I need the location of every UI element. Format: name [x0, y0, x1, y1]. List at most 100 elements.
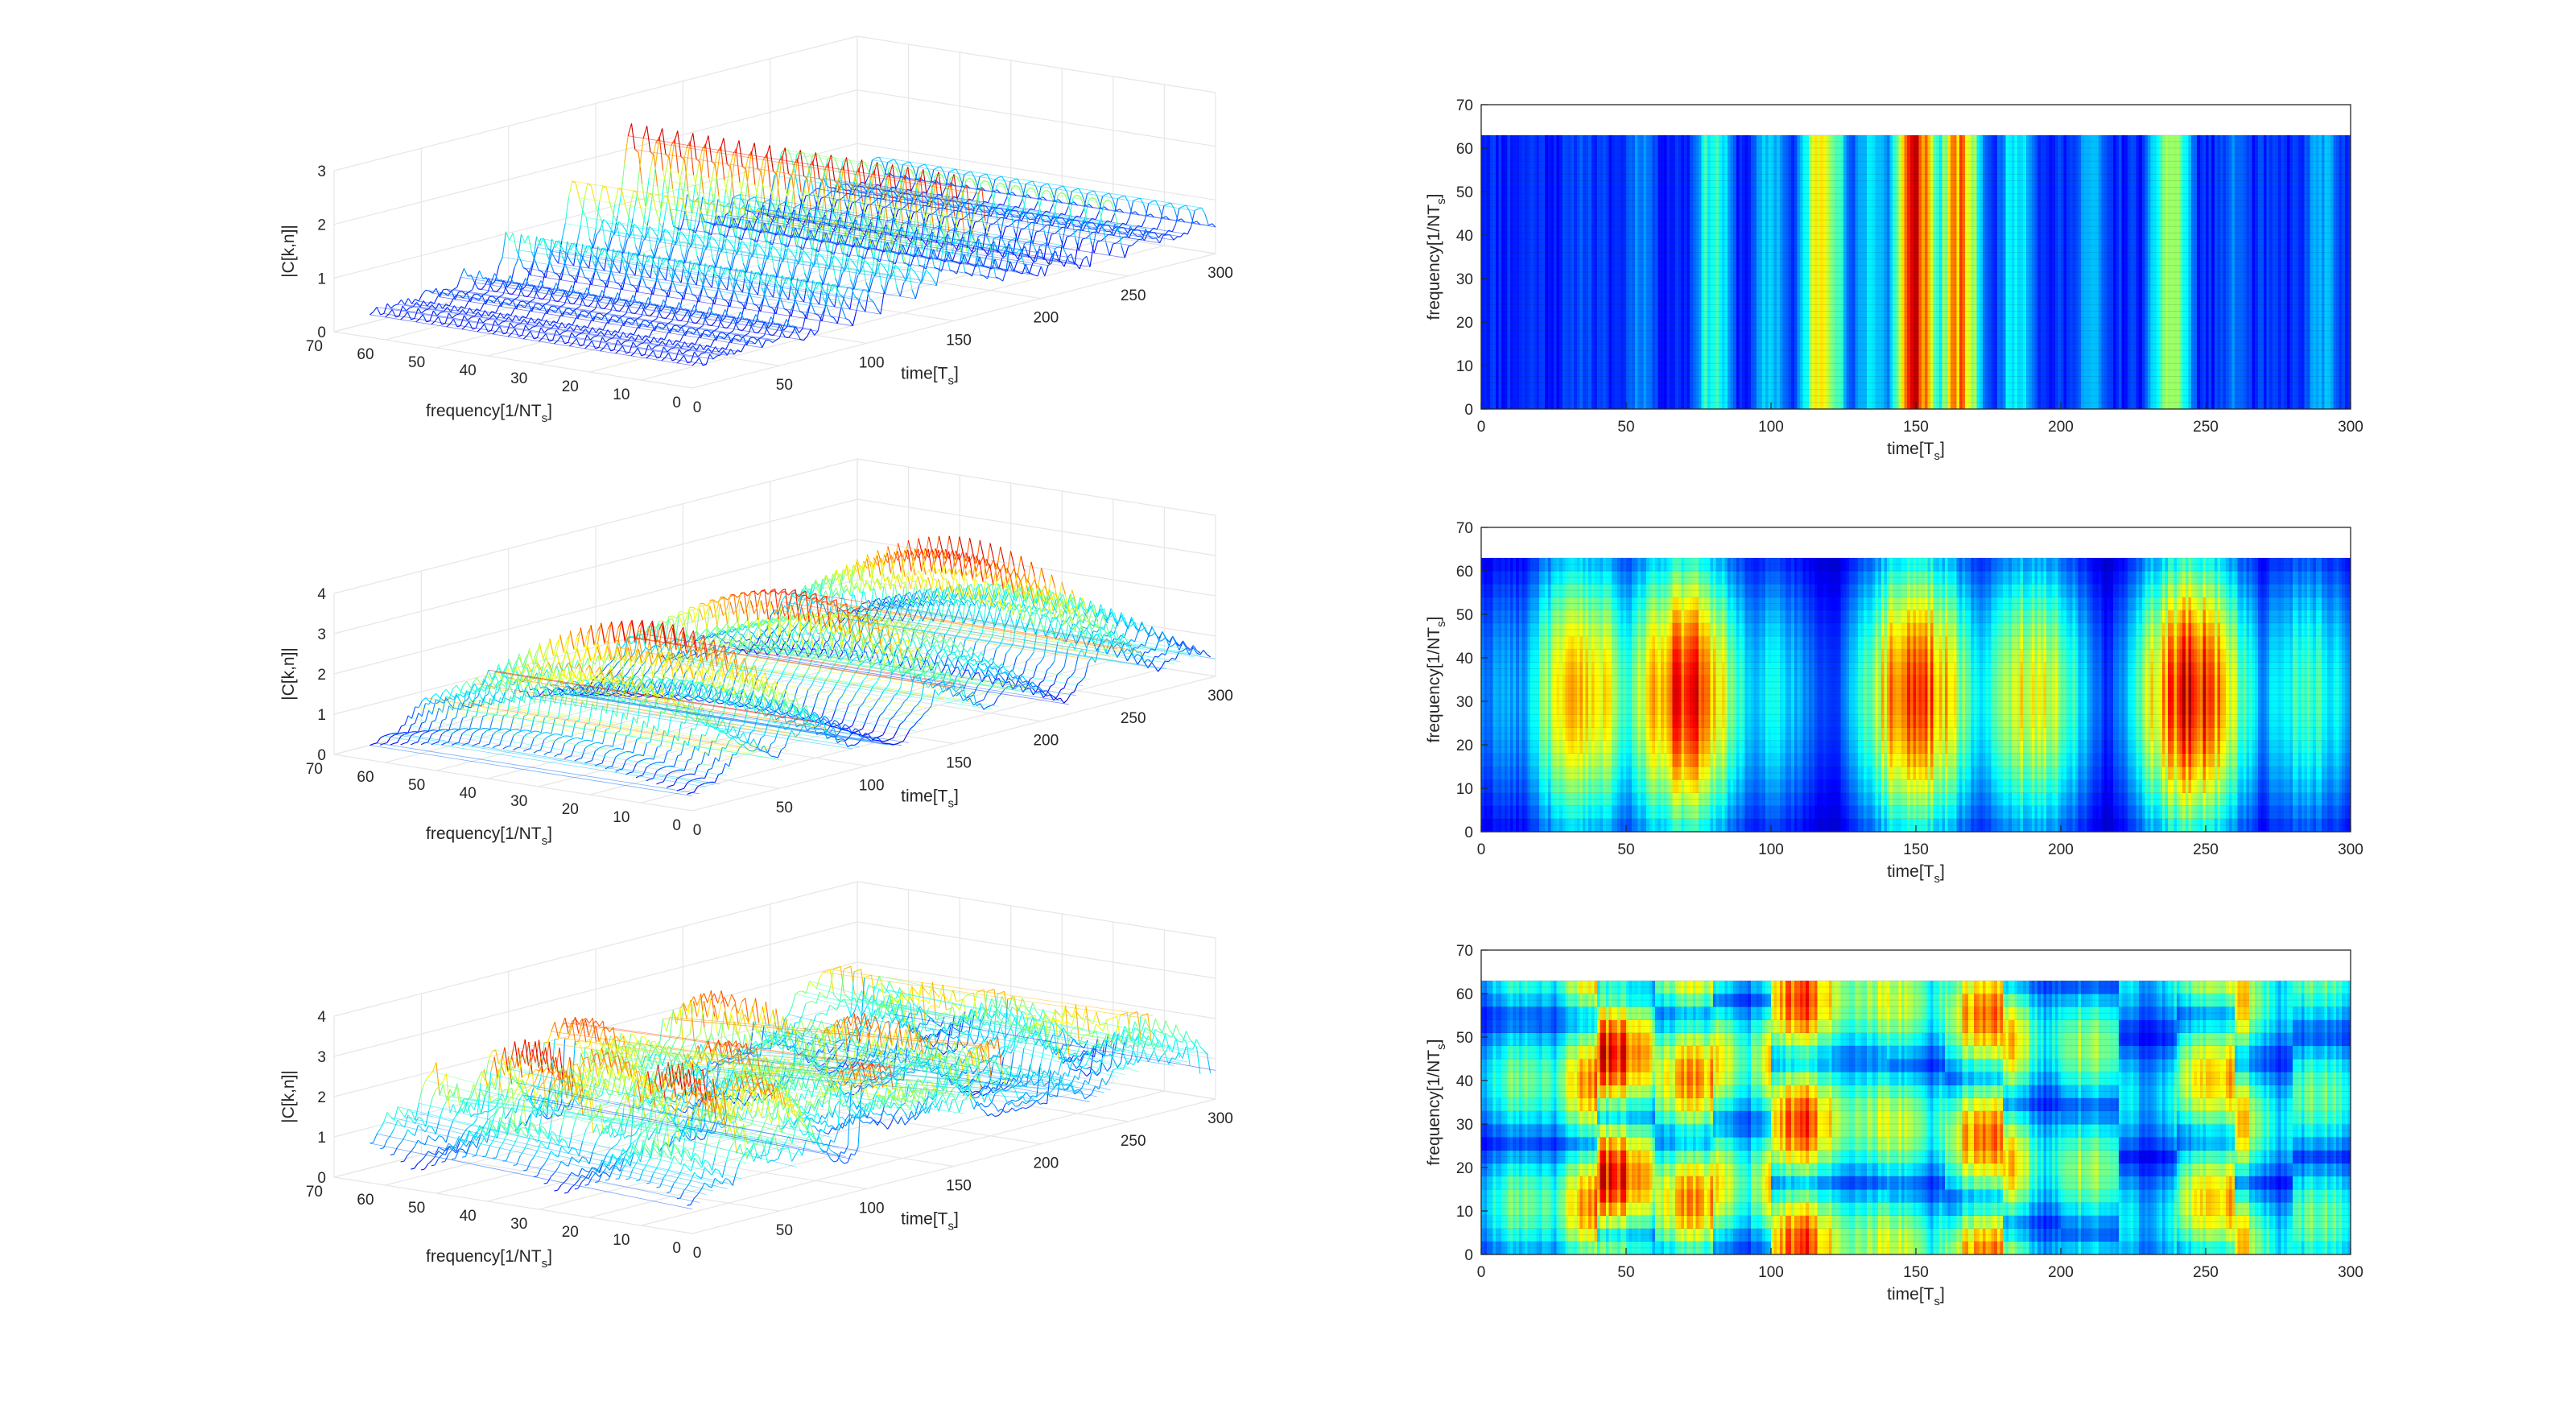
- surface-line: [1105, 242, 1110, 256]
- surface-line: [464, 301, 469, 309]
- grid-line: [857, 458, 1216, 516]
- surface-line: [794, 205, 799, 209]
- freq-tick-label: 30: [510, 370, 527, 387]
- surface-line: [1043, 238, 1048, 260]
- surface-line: [1146, 213, 1151, 217]
- surface-line: [812, 206, 817, 209]
- surface-line: [494, 699, 498, 702]
- surface-line: [445, 688, 451, 695]
- surface-line: [524, 302, 529, 308]
- surface-line: [712, 331, 717, 341]
- surface-line: [684, 341, 689, 348]
- surface-line: [436, 693, 440, 698]
- surface-line: [603, 665, 608, 671]
- surface-line: [596, 229, 601, 235]
- surface-line: [639, 138, 644, 166]
- surface-line: [369, 311, 374, 316]
- surface-line: [785, 201, 790, 210]
- surface-line: [798, 199, 803, 221]
- surface-line: [480, 304, 485, 312]
- freq-tick-label: 0: [672, 395, 681, 411]
- surface-line: [852, 311, 857, 326]
- surface-line: [427, 301, 431, 307]
- y-axis-label: frequency[1/NTs]: [1425, 194, 1448, 320]
- surface-line: [1078, 238, 1084, 251]
- surface-line: [418, 294, 423, 302]
- surface-line: [546, 320, 551, 326]
- surface-line: [507, 298, 512, 302]
- surface-line: [758, 328, 762, 333]
- surface-line: [494, 320, 499, 326]
- surface-line: [403, 742, 408, 744]
- z-tick-label: 1: [317, 271, 326, 287]
- surface-line: [411, 299, 416, 304]
- surface-line: [833, 317, 838, 324]
- surface-line: [1017, 178, 1022, 186]
- surface-line: [505, 231, 510, 241]
- surface-line: [434, 742, 439, 744]
- surface-line: [422, 697, 427, 701]
- surface-line: [994, 206, 999, 226]
- y-tick-label: 50: [1456, 184, 1473, 201]
- surface-line: [747, 151, 753, 158]
- surface-line: [1082, 255, 1088, 260]
- surface-line: [437, 316, 443, 325]
- surface-line: [428, 709, 433, 715]
- surface-line: [406, 307, 411, 312]
- surface-line: [514, 259, 518, 269]
- surface-line: [806, 254, 811, 260]
- surface-line: [1018, 199, 1023, 209]
- surface-line: [823, 604, 828, 615]
- surface-line: [391, 309, 397, 318]
- surface-line: [852, 559, 858, 577]
- surface-line: [878, 207, 884, 220]
- surface-line: [680, 156, 685, 160]
- surface-line: [878, 156, 883, 164]
- surface-line: [400, 316, 405, 320]
- surface-line: [613, 663, 618, 669]
- surface-line: [1078, 188, 1083, 196]
- surface-line: [569, 260, 575, 267]
- surface-line: [1034, 274, 1038, 277]
- surface-line: [682, 350, 687, 355]
- surface-line: [576, 306, 580, 309]
- surface-line: [434, 316, 439, 322]
- surface-line: [501, 279, 506, 288]
- surface-line: [796, 333, 801, 341]
- surface-line: [689, 609, 694, 611]
- surface-line: [714, 328, 719, 331]
- surface-line: [600, 265, 605, 271]
- surface-line: [539, 643, 544, 659]
- surface-line: [618, 221, 623, 226]
- surface-line: [685, 145, 691, 173]
- surface-line: [683, 147, 687, 164]
- surface-line: [668, 157, 674, 189]
- surface-line: [483, 299, 488, 304]
- surface-line: [1074, 242, 1079, 265]
- surface-line: [386, 303, 391, 309]
- surface-line: [1177, 218, 1182, 221]
- surface-line: [782, 319, 787, 329]
- surface-line: [714, 199, 719, 225]
- surface-line: [636, 343, 641, 348]
- surface-line: [547, 306, 551, 314]
- surface-line: [543, 304, 548, 314]
- y-tick-label: 20: [1456, 315, 1473, 332]
- surface-line: [464, 705, 468, 708]
- surface-line: [634, 149, 639, 153]
- surface-line: [1044, 265, 1049, 276]
- surface-line: [699, 162, 704, 194]
- surface-line: [580, 199, 585, 226]
- surface-line: [1067, 253, 1071, 258]
- surface-line: [451, 290, 456, 300]
- surface-line: [660, 195, 665, 212]
- surface-line: [394, 742, 398, 744]
- surface-line: [423, 300, 428, 307]
- surface-line: [407, 298, 412, 304]
- y-tick-label: 30: [1456, 271, 1473, 288]
- surface-line: [563, 289, 568, 298]
- mesh-stem: [390, 308, 714, 360]
- surface-line: [711, 161, 716, 165]
- surface-line: [461, 291, 466, 295]
- freq-axis-label: frequency[1/NTs]: [426, 402, 552, 425]
